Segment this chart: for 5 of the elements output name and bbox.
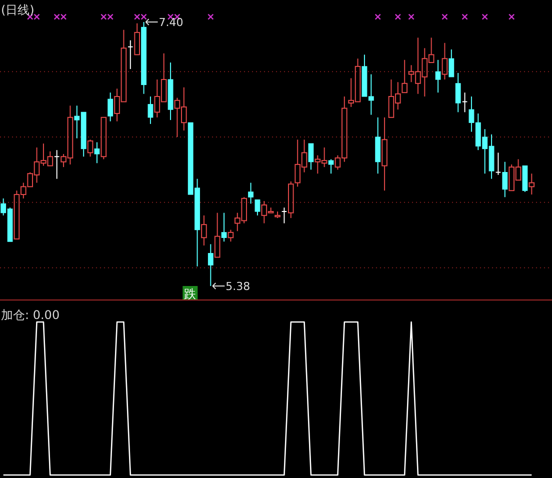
annotation: 5.38 xyxy=(226,280,250,293)
chart-title: (日线) xyxy=(1,3,34,17)
annotation: 7.40 xyxy=(158,16,184,29)
text: 跌 xyxy=(184,287,196,301)
chart-title: 加仓: 0.00 xyxy=(1,308,60,322)
